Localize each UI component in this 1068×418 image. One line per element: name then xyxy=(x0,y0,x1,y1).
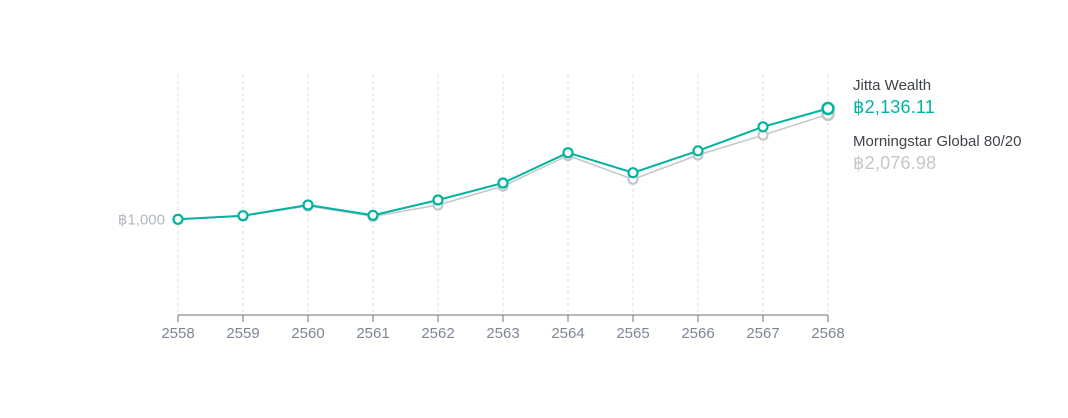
x-axis-label: 2561 xyxy=(356,325,389,342)
data-point-marker xyxy=(432,194,444,206)
data-point-marker xyxy=(757,121,769,133)
x-axis-label: 2560 xyxy=(291,325,324,342)
series-name: Morningstar Global 80/20 xyxy=(853,133,1022,150)
series-name: Jitta Wealth xyxy=(853,77,932,94)
x-axis-label: 2564 xyxy=(551,325,584,342)
legend-item-morningstar: Morningstar Global 80/20 ฿2,076.98 xyxy=(853,132,1021,175)
x-axis-label: 2568 xyxy=(811,325,844,342)
series-current-value: ฿2,076.98 xyxy=(853,153,937,173)
legend-item-jitta-wealth: Jitta Wealth ฿2,136.11 xyxy=(853,76,1021,119)
x-axis-label: 2558 xyxy=(161,325,194,342)
x-axis-label: 2559 xyxy=(226,325,259,342)
x-axis-label: 2566 xyxy=(681,325,714,342)
y-axis-label: ฿1,000 xyxy=(118,211,165,228)
data-point-marker xyxy=(497,177,509,189)
chart-legend: Jitta Wealth ฿2,136.11 Morningstar Globa… xyxy=(853,76,1021,175)
data-point-marker xyxy=(172,213,184,225)
x-axis-label: 2563 xyxy=(486,325,519,342)
data-point-marker xyxy=(627,167,639,179)
x-axis-label: 2565 xyxy=(616,325,649,342)
series-current-value: ฿2,136.11 xyxy=(853,97,935,117)
data-point-marker xyxy=(237,210,249,222)
data-point-marker xyxy=(821,101,835,116)
x-axis-label: 2567 xyxy=(746,325,779,342)
data-point-marker xyxy=(562,147,574,159)
data-point-marker xyxy=(367,209,379,221)
data-point-marker xyxy=(302,199,314,211)
x-axis-label: 2562 xyxy=(421,325,454,342)
data-point-marker xyxy=(692,145,704,157)
